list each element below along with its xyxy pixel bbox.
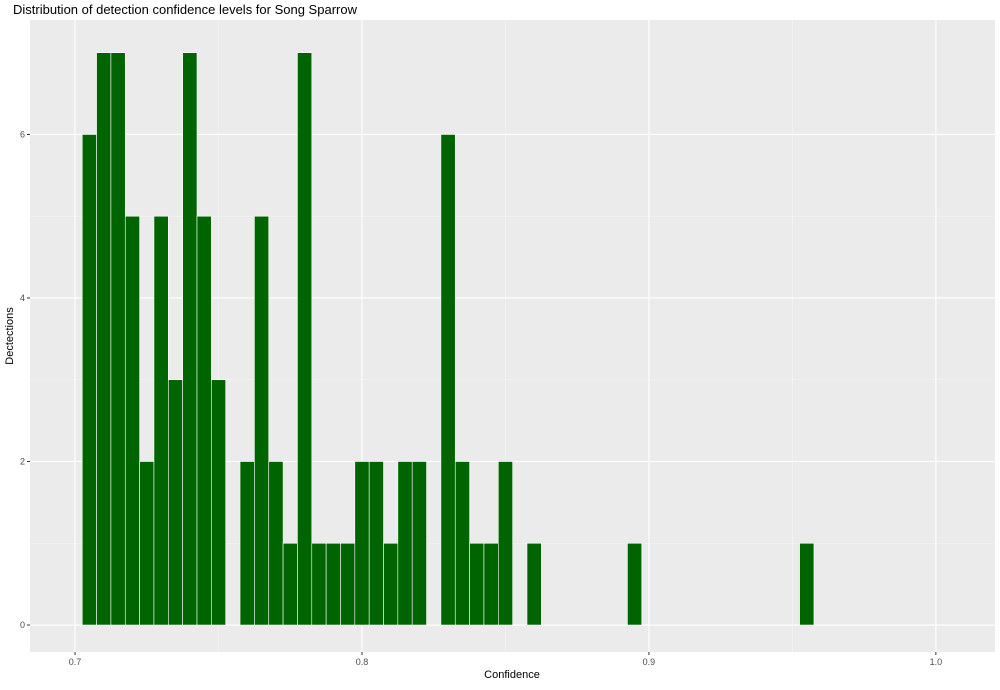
bar [239, 461, 255, 626]
bar [311, 542, 327, 626]
bar [196, 215, 212, 626]
x-tick-label: 0.9 [643, 657, 656, 667]
bar [81, 134, 97, 626]
bar [282, 542, 298, 626]
bar [139, 461, 155, 626]
y-tick-label: 4 [20, 293, 25, 303]
bar [340, 542, 356, 626]
bar [96, 52, 112, 626]
bar [497, 461, 513, 626]
y-tick-label: 0 [20, 620, 25, 630]
bar [211, 379, 226, 626]
bar [124, 215, 140, 626]
bar [383, 542, 399, 626]
bar [526, 542, 542, 626]
x-tick-label: 0.8 [356, 657, 369, 667]
x-axis-label: Confidence [484, 669, 540, 681]
bar [454, 461, 470, 626]
bar [397, 461, 413, 626]
bar [153, 215, 169, 626]
y-axis-label: Dectections [4, 307, 16, 365]
bar [368, 461, 384, 626]
bar [354, 461, 370, 626]
bar [799, 542, 815, 626]
y-tick-label: 2 [20, 457, 25, 467]
bar [254, 215, 270, 626]
x-tick-label: 0.7 [69, 657, 82, 667]
bar [440, 134, 456, 626]
bar [411, 461, 427, 626]
bar [168, 379, 183, 626]
bar [469, 542, 485, 626]
x-tick-label: 1.0 [930, 657, 943, 667]
bar [297, 52, 313, 626]
y-tick-label: 6 [20, 129, 25, 139]
bar [627, 542, 643, 626]
bar [182, 52, 198, 626]
chart-title: Distribution of detection confidence lev… [13, 2, 358, 17]
bar [268, 461, 284, 626]
bar [325, 542, 341, 626]
bar [110, 52, 126, 626]
bar [483, 542, 499, 626]
